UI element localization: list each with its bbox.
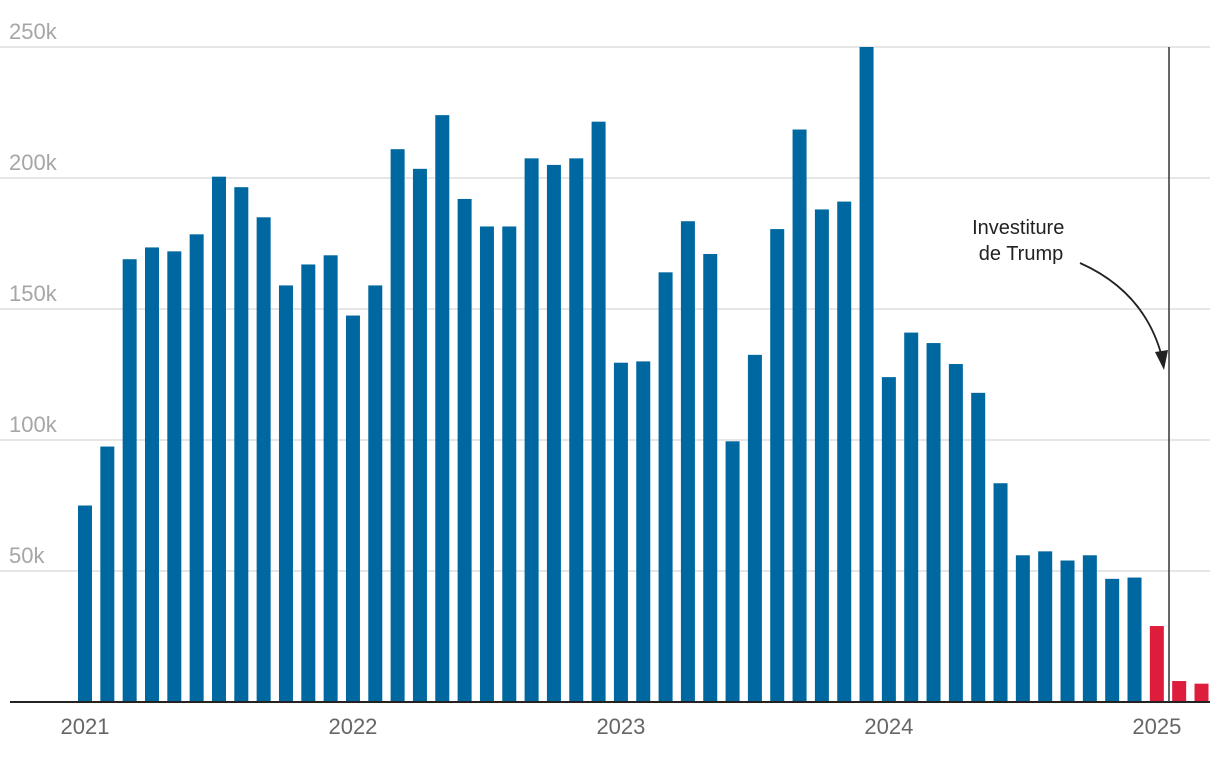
bar bbox=[412, 168, 427, 702]
bar bbox=[457, 198, 472, 702]
bar bbox=[837, 201, 852, 702]
annotation-arrowhead bbox=[1155, 350, 1168, 370]
x-tick-label: 2024 bbox=[864, 714, 913, 739]
y-tick-label: 100k bbox=[9, 412, 58, 437]
bar bbox=[993, 483, 1008, 702]
bar bbox=[881, 377, 896, 702]
bar bbox=[1082, 555, 1097, 702]
bar bbox=[814, 209, 829, 702]
x-tick-label: 2021 bbox=[61, 714, 110, 739]
inauguration-annotation: Investiture de Trump bbox=[972, 47, 1170, 702]
bar bbox=[435, 115, 450, 703]
bar bbox=[167, 251, 182, 703]
bar bbox=[122, 259, 137, 702]
bar bbox=[658, 272, 673, 702]
bar bbox=[569, 158, 584, 703]
bar bbox=[479, 226, 494, 702]
y-tick-label: 200k bbox=[9, 150, 58, 175]
bar bbox=[680, 221, 695, 703]
bar bbox=[524, 158, 539, 703]
bar bbox=[502, 226, 517, 702]
bar bbox=[792, 129, 807, 702]
bar bbox=[1038, 551, 1053, 702]
bar bbox=[368, 285, 383, 702]
y-tick-labels: 50k 100k 150k 200k 250k bbox=[9, 19, 58, 568]
bar bbox=[144, 247, 159, 702]
annotation-arrow bbox=[1079, 262, 1163, 358]
bar bbox=[859, 47, 874, 702]
bar bbox=[971, 392, 986, 702]
bar bbox=[1127, 577, 1142, 702]
bar bbox=[1149, 626, 1164, 702]
bars bbox=[78, 47, 1209, 703]
x-tick-labels: 2021 2022 2023 2024 2025 bbox=[61, 714, 1182, 739]
bar bbox=[390, 149, 405, 702]
x-tick-label: 2022 bbox=[328, 714, 377, 739]
bar bbox=[211, 176, 226, 702]
bar bbox=[613, 362, 628, 702]
bar bbox=[78, 505, 92, 702]
bar bbox=[1194, 683, 1209, 702]
bar bbox=[926, 343, 941, 702]
bar bbox=[904, 332, 919, 702]
x-tick-label: 2025 bbox=[1132, 714, 1181, 739]
bar bbox=[591, 121, 606, 703]
bar bbox=[1015, 555, 1030, 702]
bar bbox=[278, 285, 293, 702]
bar bbox=[546, 164, 561, 702]
bar bbox=[1105, 578, 1120, 702]
x-tick-label: 2023 bbox=[596, 714, 645, 739]
bar bbox=[725, 441, 740, 702]
bar bbox=[189, 234, 204, 702]
annotation-line-1: Investiture bbox=[972, 217, 1064, 239]
annotation-label: Investiture de Trump bbox=[972, 217, 1070, 265]
annotation-line-2: de Trump bbox=[979, 243, 1063, 265]
bar bbox=[301, 264, 316, 702]
bar bbox=[256, 217, 271, 703]
bar bbox=[1172, 681, 1187, 702]
bar bbox=[234, 187, 249, 703]
y-tick-label: 50k bbox=[9, 543, 45, 568]
bar bbox=[1060, 560, 1075, 702]
bar bbox=[747, 354, 762, 702]
bar bbox=[770, 229, 785, 702]
bar bbox=[100, 446, 115, 702]
bar bbox=[703, 253, 718, 703]
bar bbox=[345, 315, 360, 702]
y-tick-label: 250k bbox=[9, 19, 58, 44]
y-tick-label: 150k bbox=[9, 281, 58, 306]
bar bbox=[636, 361, 651, 702]
bar bbox=[323, 255, 338, 703]
bar bbox=[948, 364, 963, 702]
